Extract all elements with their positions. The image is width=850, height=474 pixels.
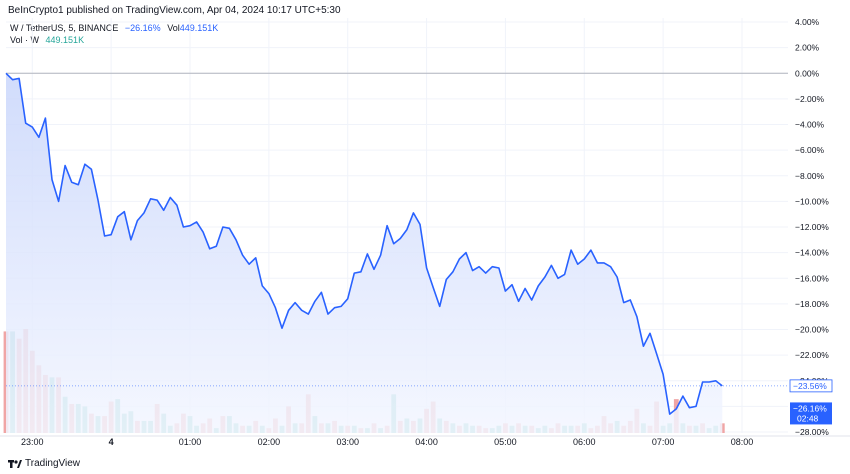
y-tick-label: 0.00% xyxy=(795,68,820,78)
y-tick-label: −8.00% xyxy=(795,171,825,181)
x-tick-label: 23:00 xyxy=(21,437,44,447)
y-tick-label: −2.00% xyxy=(795,94,825,104)
y-tick-label: −14.00% xyxy=(795,248,829,258)
x-tick-label: 05:00 xyxy=(494,437,517,447)
volume-legend[interactable]: Vol · W 449.151K xyxy=(10,35,84,45)
current-change-tag xyxy=(790,402,832,425)
y-tick-label: −16.00% xyxy=(795,273,829,283)
y-tick-label: 2.00% xyxy=(795,43,820,53)
y-tick-label: −20.00% xyxy=(795,325,829,335)
price-tags: −23.56% −26.16%02:48 xyxy=(789,379,833,425)
last-price-tag-label: −23.56% xyxy=(793,381,827,391)
y-tick-label: −28.00% xyxy=(795,427,829,437)
y-tick-label: −4.00% xyxy=(795,120,825,130)
price-line xyxy=(5,72,788,415)
countdown-label: 02:48 xyxy=(797,413,819,423)
y-tick-label: 4.00% xyxy=(795,17,820,27)
price-area xyxy=(6,73,723,434)
x-tick-label: 06:00 xyxy=(573,437,596,447)
y-axis: 4.00% 2.00% 0.00% −2.00% −4.00% −6.00% −8.00% −… xyxy=(795,17,829,437)
x-tick-label: 07:00 xyxy=(652,437,675,447)
y-tick-label: −22.00% xyxy=(795,350,829,360)
symbol-legend[interactable]: W / TetherUS, 5, BINANCE −26.16% Vol449.… xyxy=(10,23,218,33)
x-tick-label: 08:00 xyxy=(731,437,754,447)
brand-name: TradingView xyxy=(25,458,81,469)
symbol-name: W / TetherUS, 5, BINANCE xyxy=(10,23,119,33)
price-line-path xyxy=(5,72,723,415)
y-tick-label: −6.00% xyxy=(795,145,825,155)
tradingview-logo-icon xyxy=(8,459,22,468)
price-area-fill xyxy=(6,73,723,434)
published-note: BeInCrypto1 published on TradingView.com… xyxy=(8,5,341,16)
vol-label: Vol xyxy=(167,23,180,33)
x-tick-label: 4 xyxy=(109,437,114,447)
last-price-tag xyxy=(789,379,833,393)
volume-legend-label: Vol · W xyxy=(10,35,40,45)
x-axis: 23:00 4 01:00 02:00 03:00 04:00 05:00 06:00 07:0… xyxy=(0,435,850,447)
change-value: −26.16% xyxy=(124,23,161,33)
y-tick-label: −10.00% xyxy=(795,196,829,206)
x-tick-label: 02:00 xyxy=(258,437,281,447)
y-tick-label: −12.00% xyxy=(795,222,829,232)
vol-value: 449.151K xyxy=(179,23,219,33)
x-tick-label: 04:00 xyxy=(415,437,438,447)
volume-legend-value: 449.151K xyxy=(45,35,85,45)
tradingview-brand[interactable]: TradingView xyxy=(8,458,80,469)
x-tick-label: 01:00 xyxy=(179,437,202,447)
current-change-tag-label: −26.16% xyxy=(793,403,827,413)
x-tick-label: 03:00 xyxy=(336,437,359,447)
y-tick-label: −18.00% xyxy=(795,299,829,309)
